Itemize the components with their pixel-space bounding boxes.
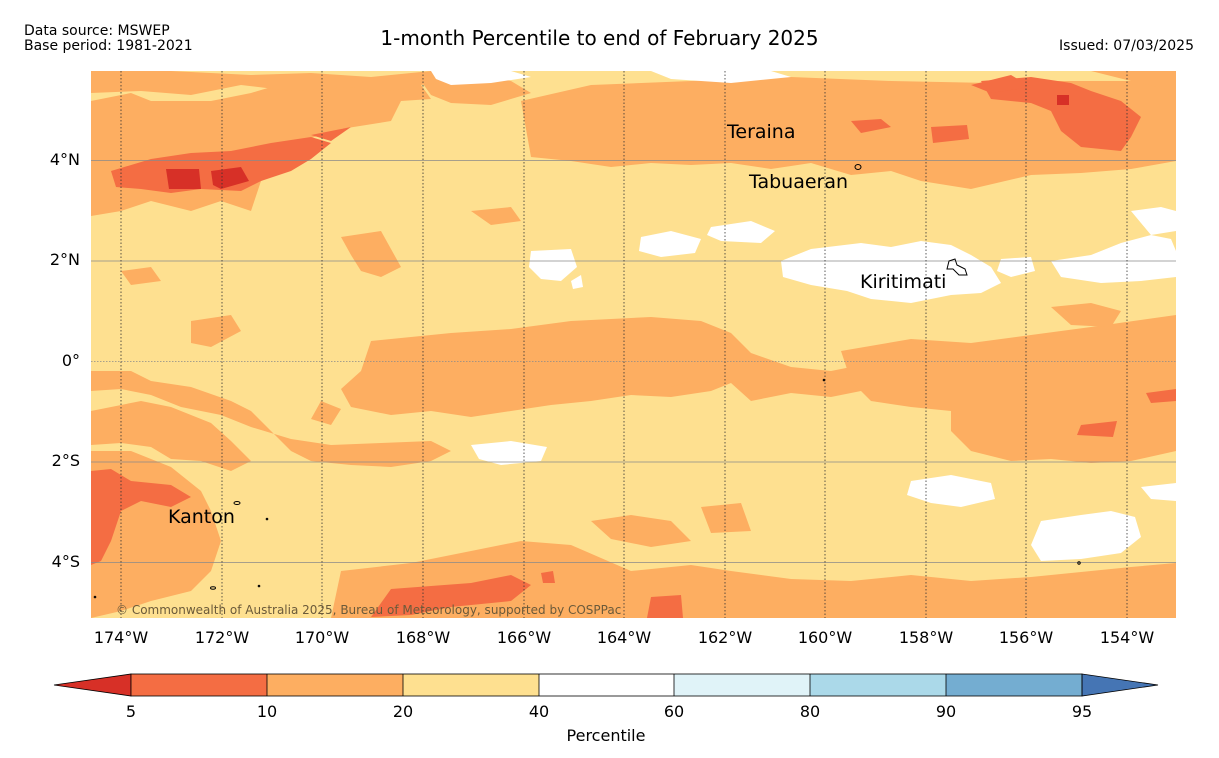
lat-label-4s: 4°S — [51, 552, 80, 571]
lon-label-164w: 164°W — [596, 628, 652, 647]
island-outlines — [93, 164, 1081, 599]
lon-label-172w: 172°W — [194, 628, 250, 647]
longitude-lines — [120, 71, 1128, 618]
lon-label-170w: 170°W — [294, 628, 350, 647]
lon-label-154w: 154°W — [1099, 628, 1155, 647]
issued-date: Issued: 07/03/2025 — [1059, 38, 1194, 54]
colorbar-segment-below-5 — [53, 673, 132, 697]
map-panel — [91, 71, 1176, 618]
kanton-islet-outline — [265, 517, 269, 521]
base-period-label: Base period: 1981-2021 — [24, 38, 193, 54]
kanton-island-outline — [233, 501, 241, 505]
latitude-lines — [91, 160, 1176, 563]
region-10-20 — [91, 71, 1176, 618]
lat-label-4n: 4°N — [49, 150, 80, 169]
place-label-teraina: Teraina — [727, 121, 796, 143]
place-label-kanton: Kanton — [168, 506, 235, 528]
lat-label-2s: 2°S — [51, 451, 80, 470]
colorbar-segment-60-80 — [674, 674, 810, 696]
lon-label-156w: 156°W — [998, 628, 1054, 647]
lon-label-158w: 158°W — [898, 628, 954, 647]
lon-label-166w: 166°W — [496, 628, 552, 647]
lon-label-162w: 162°W — [697, 628, 753, 647]
colorbar-tick-20: 20 — [392, 702, 414, 721]
lat-label-equator: 0° — [61, 351, 80, 370]
tabuaeran-island-outline — [854, 164, 862, 170]
colorbar-dividers — [130, 673, 1083, 697]
colorbar-tick-10: 10 — [256, 702, 278, 721]
islet-outline-1 — [210, 586, 216, 590]
copyright-notice: © Commonwealth of Australia 2025, Bureau… — [116, 603, 622, 617]
lon-label-174w: 174°W — [93, 628, 149, 647]
colorbar-segment-above-95 — [1081, 673, 1159, 697]
colorbar-segment-10-20 — [267, 674, 403, 696]
colorbar-tick-80: 80 — [799, 702, 821, 721]
region-5-10 — [91, 75, 1176, 618]
colorbar-segment-80-90 — [810, 674, 946, 696]
map-title: 1-month Percentile to end of February 20… — [0, 26, 1219, 50]
place-label-tabuaeran: Tabuaeran — [749, 171, 849, 193]
kiritimati-island-outline — [946, 258, 968, 276]
colorbar-segment-20-40 — [403, 674, 539, 696]
colorbar-tick-95: 95 — [1071, 702, 1093, 721]
lon-label-168w: 168°W — [395, 628, 451, 647]
colorbar-segment-5-10 — [131, 674, 267, 696]
graticule — [91, 71, 1176, 618]
colorbar-segment-40-60 — [539, 674, 674, 696]
colorbar-tick-60: 60 — [663, 702, 685, 721]
islet-outline-2 — [257, 584, 261, 588]
colorbar-segment-90-95 — [946, 674, 1082, 696]
data-source-label: Data source: MSWEP — [24, 23, 170, 39]
colorbar-title: Percentile — [566, 726, 646, 745]
colorbar — [53, 673, 1159, 697]
place-label-kiritimati: Kiritimati — [860, 271, 947, 293]
islet-outline-5 — [822, 378, 826, 382]
percentile-map — [91, 71, 1176, 618]
colorbar-tick-5: 5 — [125, 702, 137, 721]
colorbar-tick-40: 40 — [528, 702, 550, 721]
map-title-text: 1-month Percentile to end of February 20… — [380, 26, 819, 50]
lat-label-2n: 2°N — [49, 250, 80, 269]
region-40-60 — [431, 71, 1176, 561]
region-below-5 — [166, 95, 1069, 189]
colorbar-tick-90: 90 — [935, 702, 957, 721]
islet-outline-3 — [93, 595, 97, 599]
lon-label-160w: 160°W — [797, 628, 853, 647]
islet-outline-4 — [1077, 561, 1081, 565]
